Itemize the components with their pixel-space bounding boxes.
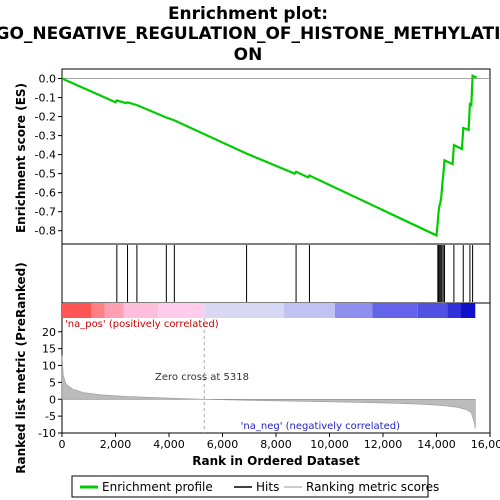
legend: Enrichment profile Hits Ranking metric s… <box>71 475 439 498</box>
ranked-y-tick-label: 5 <box>49 376 56 389</box>
ranking-colorbar <box>62 303 476 318</box>
es-y-tick-label: -0.3 <box>35 130 56 143</box>
x-axis: 0 2,000 4,000 6,000 8,000 10,000 12,000 14,000 1… <box>59 433 500 451</box>
x-tick-label: 14,000 <box>417 438 456 451</box>
colorbar-segment <box>123 303 159 318</box>
ranked-y-tick-label: 15 <box>42 343 56 356</box>
ranked-y-tick-label: -10 <box>38 427 56 440</box>
es-y-tick-label: -0.8 <box>35 225 56 238</box>
es-y-tick-label: -0.6 <box>35 187 56 200</box>
enrichment-profile-line <box>61 73 478 238</box>
x-tick-label: 16,000 <box>471 438 500 451</box>
legend-label-ranking: Ranking metric scores <box>306 480 439 494</box>
colorbar-segment <box>91 303 105 318</box>
ranked-panel-frame <box>61 302 491 434</box>
ranked-y-tick-label: 20 <box>42 326 56 339</box>
es-y-axis: 0.0 -0.1 -0.2 -0.3 -0.4 -0.5 -0.6 -0.7 -0.8 <box>35 73 62 238</box>
ranked-y-tick-label: -5 <box>45 410 56 423</box>
legend-label-hits: Hits <box>256 480 279 494</box>
pos-correlated-label: 'na_pos' (positively correlated) <box>65 319 219 330</box>
hits-panel-frame <box>61 243 491 304</box>
es-y-tick-label: -0.7 <box>35 206 56 219</box>
chart-title-line-2: GO_NEGATIVE_REGULATION_OF_HISTONE_METHYL… <box>0 24 500 44</box>
x-tick-label: 2,000 <box>100 438 132 451</box>
neg-correlated-label: 'na_neg' (negatively correlated) <box>241 421 400 432</box>
ranked-y-axis-label: Ranked list metric (PreRanked) <box>14 262 28 474</box>
colorbar-segment <box>104 303 124 318</box>
x-tick-label: 12,000 <box>364 438 403 451</box>
colorbar-segment <box>417 303 448 318</box>
colorbar-segment <box>284 303 335 318</box>
colorbar-segment <box>334 303 373 318</box>
colorbar-segment <box>158 303 205 318</box>
ranked-y-tick-label: 10 <box>42 360 56 373</box>
es-panel-frame <box>61 68 491 245</box>
colorbar-segment <box>372 303 418 318</box>
x-tick-label: 0 <box>59 438 66 451</box>
chart-title-line-3: ON <box>234 45 263 65</box>
zero-cross-label: Zero cross at 5318 <box>155 372 249 383</box>
colorbar-segment <box>62 303 92 318</box>
ranking-metric-area <box>61 355 476 429</box>
es-y-tick-label: -0.5 <box>35 168 56 181</box>
es-y-tick-label: 0.0 <box>39 73 57 86</box>
hits-group <box>116 245 474 302</box>
colorbar-segment <box>447 303 461 318</box>
colorbar-segment <box>460 303 476 318</box>
x-tick-label: 8,000 <box>260 438 292 451</box>
ranked-metric-group <box>61 355 476 429</box>
colorbar-segment <box>204 303 285 318</box>
x-tick-label: 10,000 <box>310 438 349 451</box>
x-tick-label: 6,000 <box>207 438 239 451</box>
chart-title-line-1: Enrichment plot: <box>168 4 328 24</box>
legend-label-enrichment: Enrichment profile <box>102 480 213 494</box>
es-y-axis-label: Enrichment score (ES) <box>14 83 28 233</box>
ranked-y-axis: 20 15 10 5 0 -5 -10 <box>38 326 62 440</box>
es-curve-group <box>61 73 490 238</box>
es-y-tick-label: -0.2 <box>35 111 56 124</box>
es-y-tick-label: -0.1 <box>35 92 56 105</box>
x-tick-label: 4,000 <box>153 438 185 451</box>
es-y-tick-label: -0.4 <box>35 149 56 162</box>
x-axis-label: Rank in Ordered Dataset <box>192 454 360 468</box>
ranked-y-tick-label: 0 <box>49 393 56 406</box>
